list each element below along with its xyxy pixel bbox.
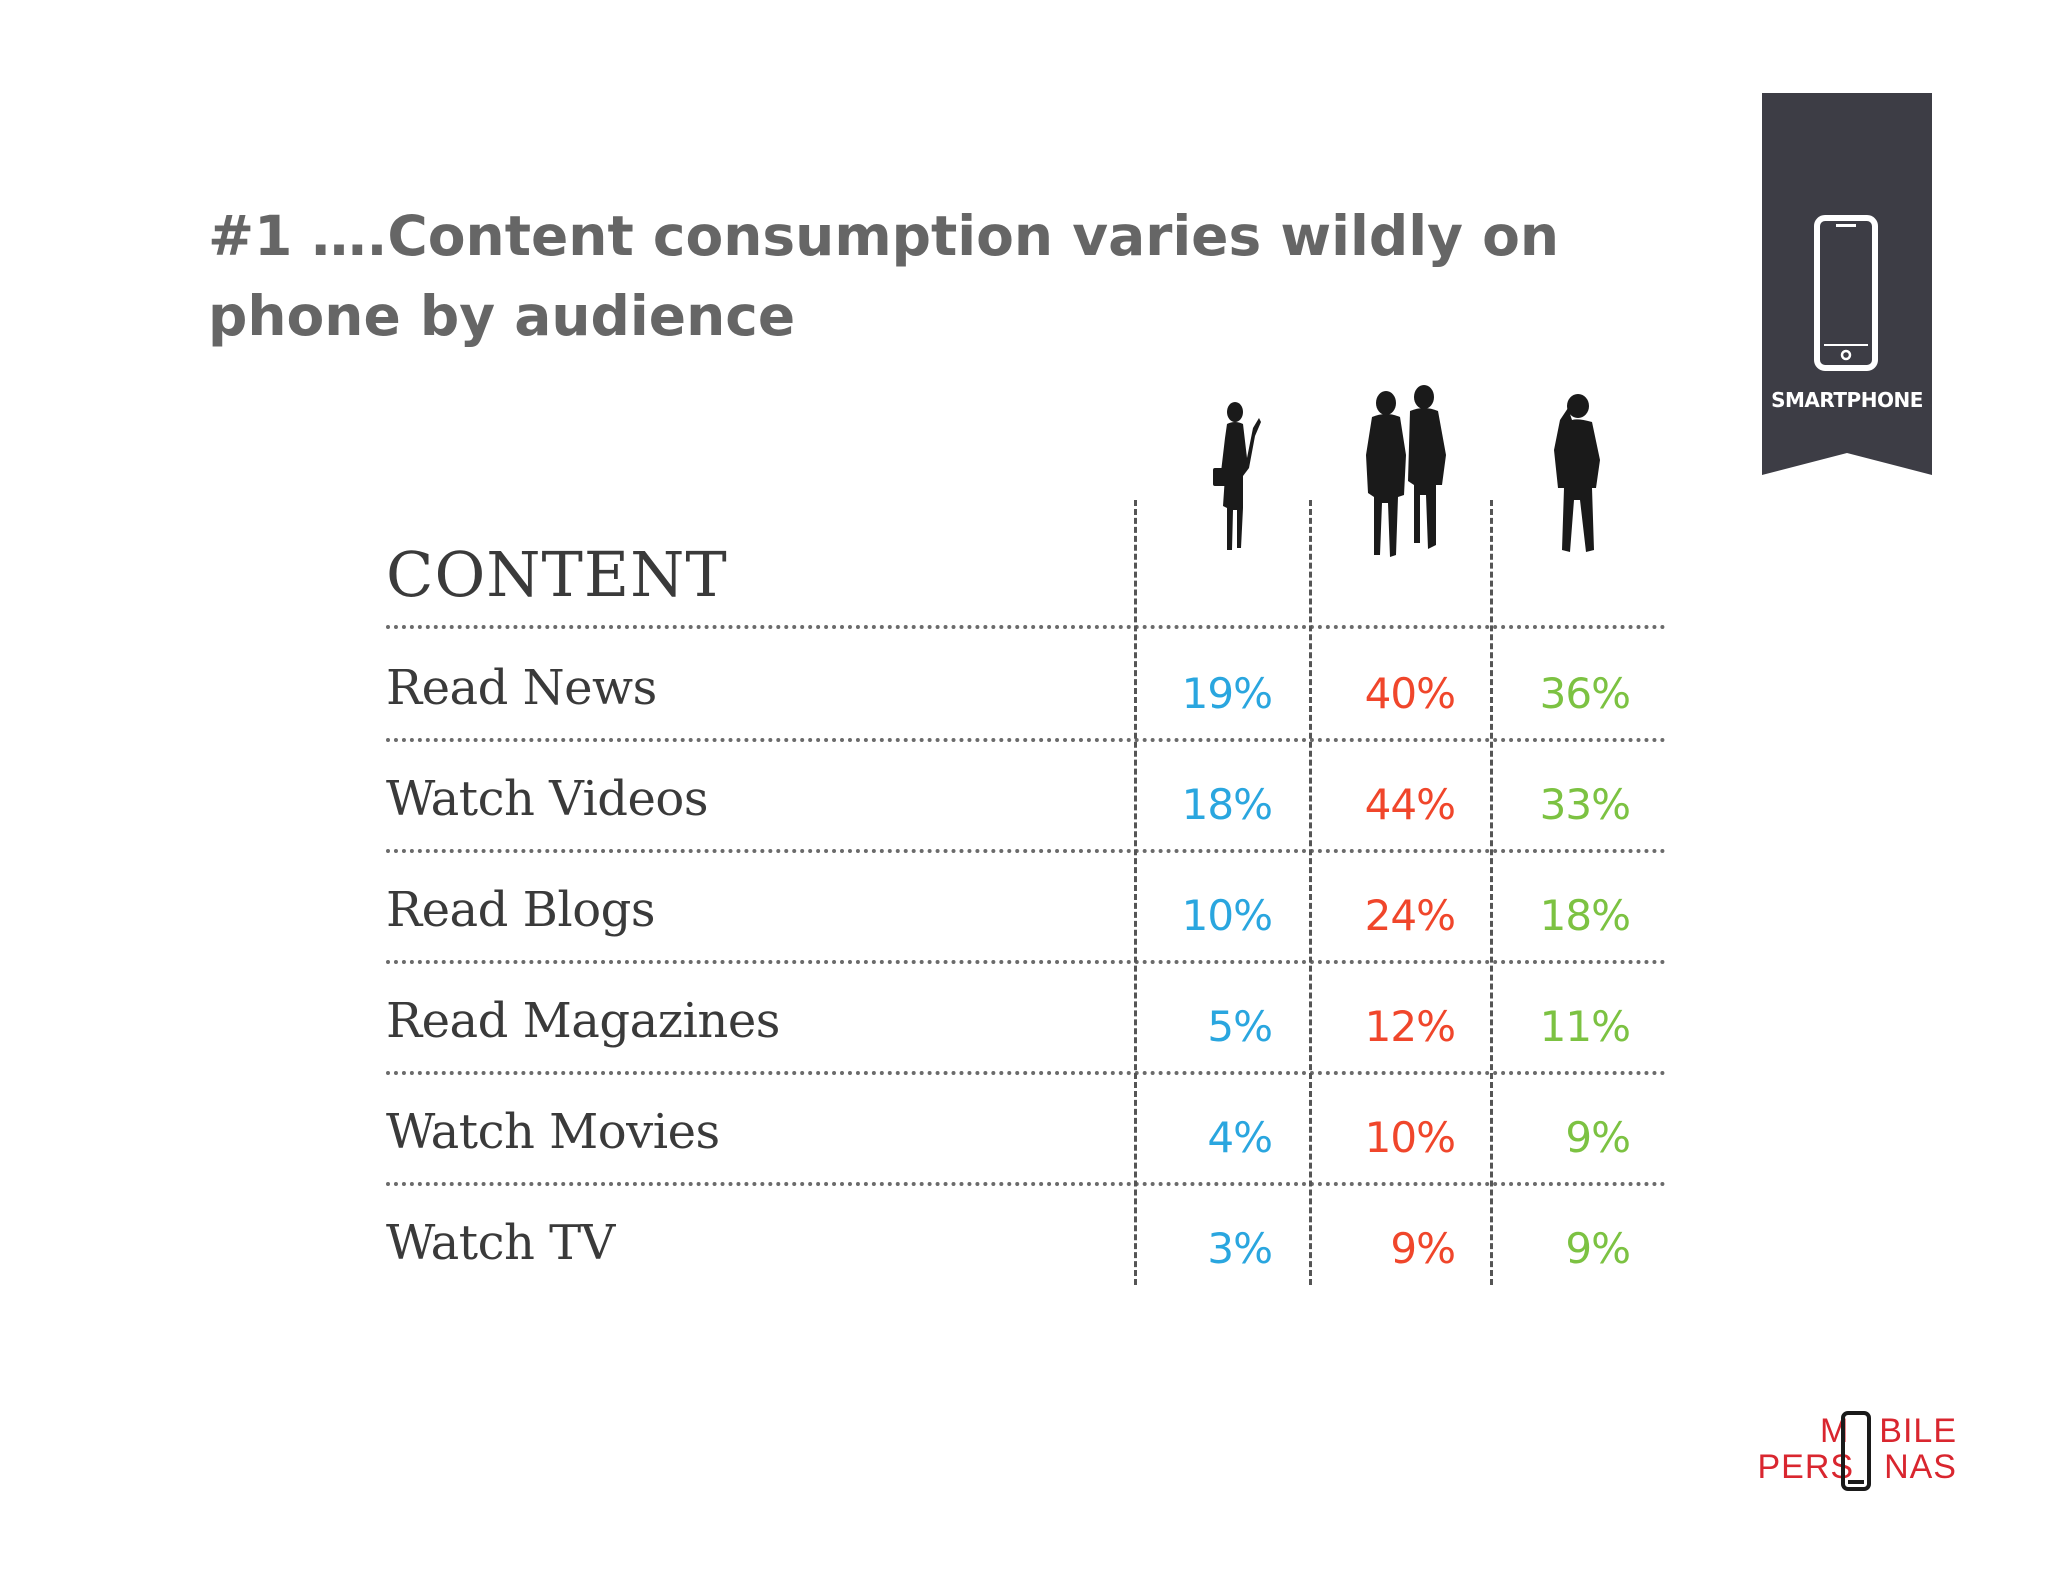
row-label-read-blogs: Read Blogs <box>386 882 656 938</box>
column-divider <box>1134 500 1137 1285</box>
smartphone-icon <box>1814 215 1878 371</box>
logo-line-1: M BILE <box>1819 1412 1957 1450</box>
value-cell: 10% <box>1181 891 1273 940</box>
phone-logo-icon <box>1841 1411 1871 1491</box>
smartphone-badge <box>1762 93 1932 475</box>
value-cell: 12% <box>1364 1002 1456 1051</box>
row-divider <box>386 960 1666 964</box>
value-cell: 9% <box>1565 1113 1631 1162</box>
slide-title: #1 ….Content consumption varies wildly o… <box>208 204 1560 348</box>
column-divider <box>1309 500 1312 1285</box>
row-divider <box>386 738 1666 742</box>
row-label-read-magazines: Read Magazines <box>386 993 780 1049</box>
row-divider <box>386 849 1666 853</box>
row-divider <box>386 1182 1666 1186</box>
value-cell: 10% <box>1364 1113 1456 1162</box>
value-cell: 9% <box>1565 1224 1631 1273</box>
logo-line-2: PERS NAS <box>1757 1448 1957 1486</box>
woman-with-phone-icon <box>1213 402 1261 550</box>
row-divider <box>386 1071 1666 1075</box>
value-cell: 5% <box>1207 1002 1273 1051</box>
row-label-watch-tv: Watch TV <box>386 1215 615 1271</box>
column-divider <box>1490 500 1493 1285</box>
row-label-read-news: Read News <box>386 660 657 716</box>
couple-icon <box>1366 385 1446 557</box>
value-cell: 24% <box>1364 891 1456 940</box>
value-cell: 9% <box>1390 1224 1456 1273</box>
value-cell: 4% <box>1207 1113 1273 1162</box>
value-cell: 11% <box>1539 1002 1631 1051</box>
value-cell: 40% <box>1364 669 1456 718</box>
row-divider <box>386 625 1666 629</box>
row-label-watch-movies: Watch Movies <box>386 1104 720 1160</box>
value-cell: 18% <box>1181 780 1273 829</box>
row-label-watch-videos: Watch Videos <box>386 771 708 827</box>
value-cell: 36% <box>1539 669 1631 718</box>
value-cell: 19% <box>1181 669 1273 718</box>
value-cell: 18% <box>1539 891 1631 940</box>
badge-label: SMARTPHONE <box>1771 388 1923 412</box>
value-cell: 33% <box>1539 780 1631 829</box>
column-header-content: CONTENT <box>386 538 728 611</box>
value-cell: 3% <box>1207 1224 1273 1273</box>
man-on-phone-icon <box>1554 394 1600 552</box>
value-cell: 44% <box>1364 780 1456 829</box>
mobile-personas-logo: M BILE PERS NAS <box>1742 1408 1957 1498</box>
